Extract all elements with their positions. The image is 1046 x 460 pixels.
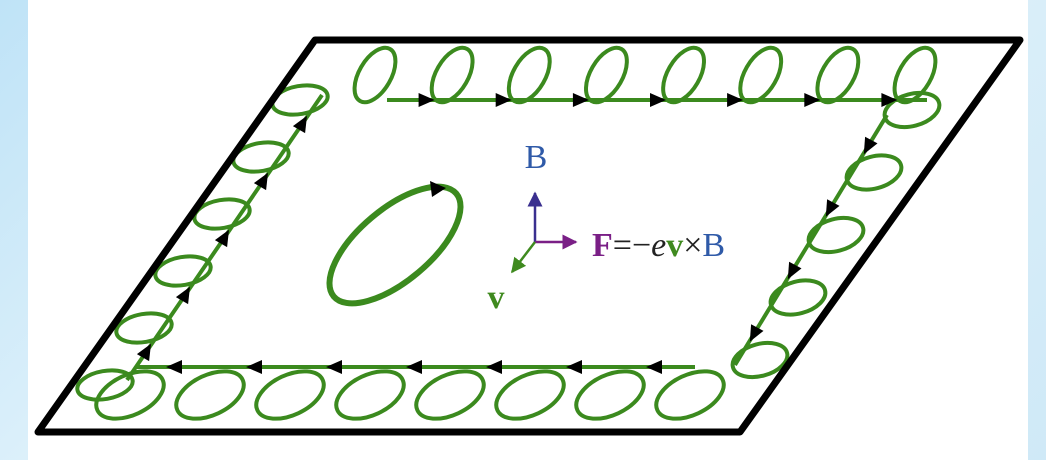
v-label: v — [488, 279, 505, 316]
charge: e — [651, 227, 666, 264]
b-label: B — [525, 139, 548, 176]
page: B v F=−ev×B (() => { const data = JSON.p… — [0, 0, 1046, 460]
cross: × — [683, 227, 702, 264]
velocity: v — [666, 227, 683, 264]
field: B — [702, 227, 725, 264]
force-label: F=−ev×B — [592, 227, 725, 264]
diagram: B v F=−ev×B — [0, 0, 1046, 460]
equals: =− — [613, 227, 651, 264]
force-symbol: F — [592, 227, 613, 264]
